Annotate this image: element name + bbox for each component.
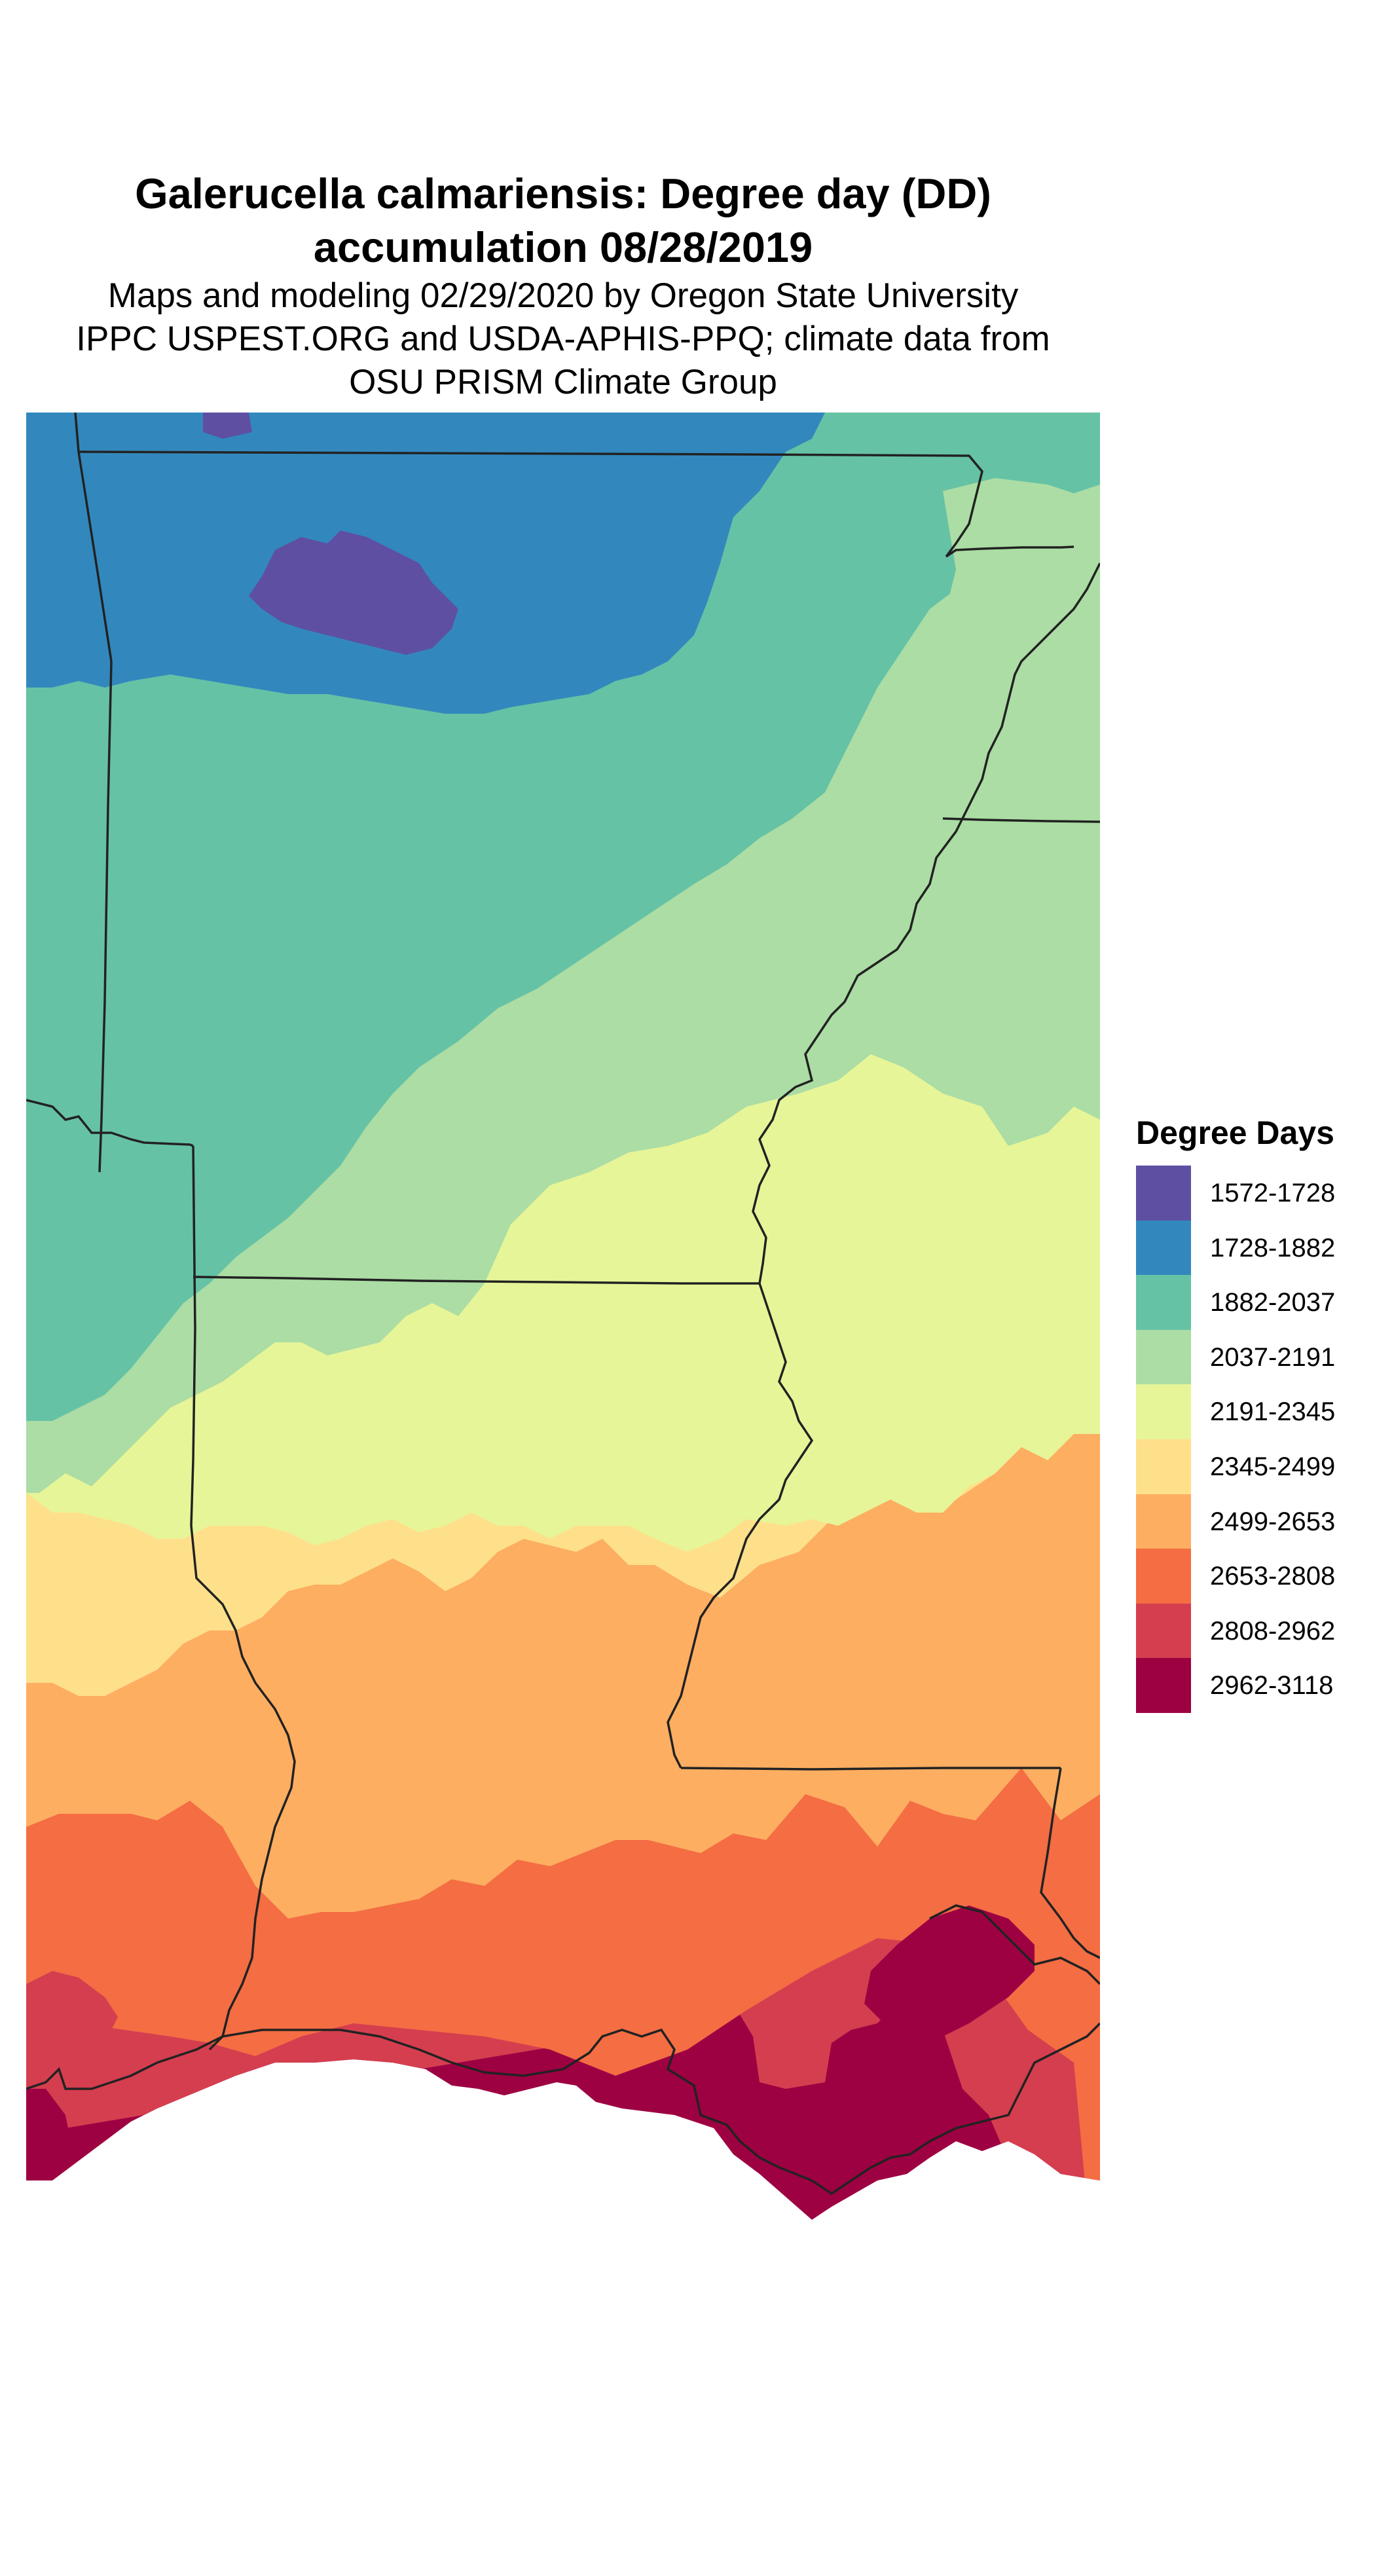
- legend-label: 2037-2191: [1210, 1342, 1336, 1372]
- legend-label: 2962-3118: [1210, 1671, 1334, 1701]
- value-bands: [26, 413, 1100, 2220]
- legend-label: 2345-2499: [1210, 1452, 1336, 1481]
- band-2037-2191-patch: [930, 478, 1100, 1002]
- legend-item: 2191-2345: [1136, 1384, 1336, 1440]
- legend-item: 1882-2037: [1136, 1275, 1336, 1331]
- legend-swatch: [1136, 1439, 1191, 1494]
- legend-label: 2191-2345: [1210, 1397, 1336, 1427]
- arkansas-louisiana-border: [192, 1276, 760, 1285]
- arkansas-west-border: [74, 413, 113, 1173]
- legend-items: 1572-1728 1728-1882 1882-2037 2037-2191 2191…: [1136, 1166, 1336, 1714]
- state-borders: [26, 413, 1100, 2051]
- legend-item: 1572-1728: [1136, 1166, 1336, 1221]
- map-title: Galerucella calmariensis: Degree day (DD…: [0, 167, 1126, 404]
- tennessee-border: [942, 817, 1100, 823]
- legend-swatch: [1136, 1329, 1191, 1385]
- texas-oklahoma-border: [26, 1099, 194, 1147]
- band-2962-3118-patch: [26, 1905, 1035, 2220]
- legend-swatch: [1136, 1275, 1191, 1331]
- subtitle-line-1: Maps and modeling 02/29/2020 by Oregon S…: [107, 276, 1019, 315]
- legend-label: 2653-2808: [1210, 1562, 1336, 1591]
- legend-label: 1572-1728: [1210, 1179, 1336, 1207]
- legend-swatch: [1136, 1549, 1191, 1604]
- legend-swatch: [1136, 1494, 1191, 1549]
- legend-swatch: [1136, 1603, 1191, 1659]
- legend-item: 2962-3118: [1136, 1658, 1334, 1714]
- legend-swatch: [1136, 1166, 1191, 1221]
- degree-day-map: [26, 413, 1100, 2220]
- band-1572-1728: [203, 413, 458, 655]
- legend-swatch: [1136, 1220, 1191, 1276]
- legend-item: 1728-1882: [1136, 1220, 1336, 1276]
- band-1728-1882: [26, 413, 825, 714]
- legend-item: 2345-2499: [1136, 1439, 1336, 1494]
- legend-item: 2499-2653: [1136, 1494, 1336, 1549]
- legend-item: 2037-2191: [1136, 1329, 1336, 1385]
- legend-label: 2808-2962: [1210, 1616, 1336, 1646]
- subtitle-line-3: OSU PRISM Climate Group: [349, 363, 777, 401]
- legend-swatch: [1136, 1384, 1191, 1440]
- legend-label: 1882-2037: [1210, 1288, 1336, 1317]
- legend: Degree Days 1572-1728 1728-1882 1882-2037 2…: [1136, 1113, 1336, 1714]
- title-line-2: accumulation 08/28/2019: [313, 223, 813, 271]
- legend-title: Degree Days: [1136, 1114, 1334, 1151]
- legend-item: 2653-2808: [1136, 1549, 1336, 1604]
- arkansas-north-border: [78, 451, 983, 558]
- legend-label: 2499-2653: [1210, 1507, 1336, 1536]
- mississippi-river: [667, 562, 1100, 1769]
- coast-inlet-east: [929, 1904, 1100, 1985]
- band-1882-2037-patch: [26, 805, 393, 1133]
- missouri-bootheel: [945, 545, 1074, 558]
- title-line-1: Galerucella calmariensis: Degree day (DD…: [135, 170, 991, 217]
- louisiana-west-border: [190, 1145, 296, 2051]
- mississippi-east-border: [1040, 1767, 1100, 1959]
- coastline: [26, 2022, 1100, 2196]
- mississippi-south-border: [680, 1767, 1061, 1771]
- legend-swatch: [1136, 1658, 1191, 1714]
- legend-item: 2808-2962: [1136, 1603, 1336, 1659]
- band-2808-2962-patch: [26, 1971, 118, 2063]
- subtitle-line-2: IPPC USPEST.ORG and USDA-APHIS-PPQ; clim…: [76, 320, 1050, 358]
- legend-label: 1728-1882: [1210, 1233, 1336, 1262]
